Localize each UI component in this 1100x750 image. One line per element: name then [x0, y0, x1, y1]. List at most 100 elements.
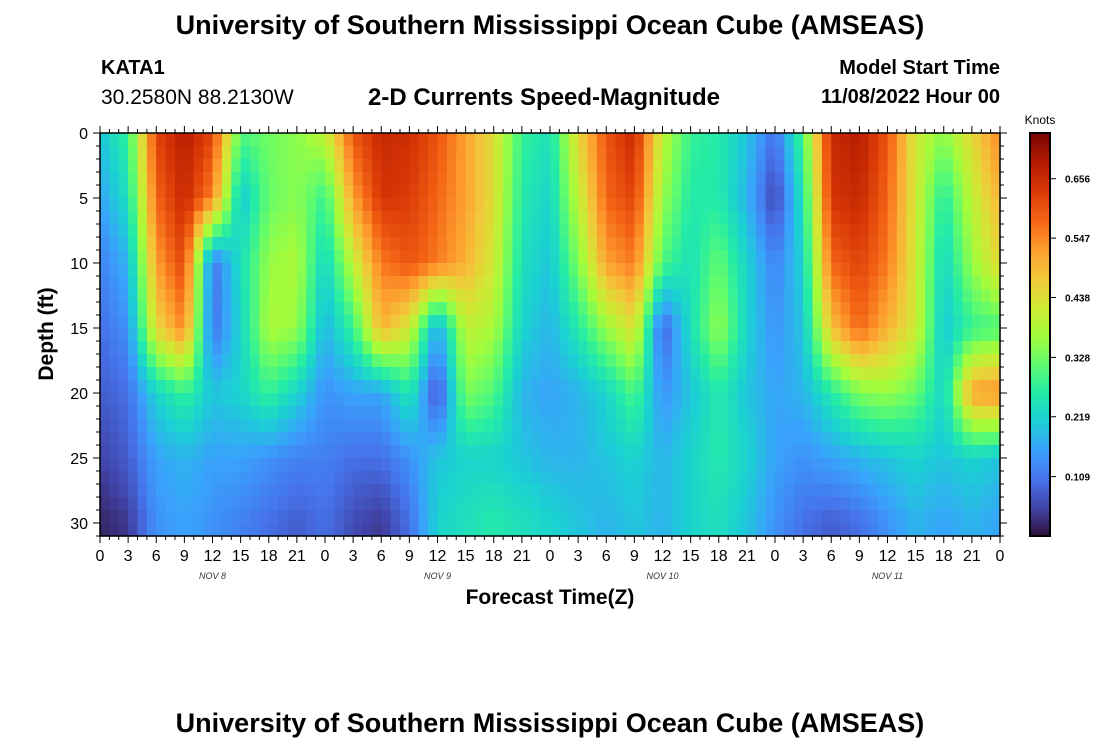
heatmap-cell: [887, 250, 898, 264]
heatmap-cell: [840, 445, 851, 459]
heatmap-cell: [315, 263, 326, 277]
heatmap-cell: [709, 172, 720, 186]
heatmap-cell: [390, 237, 401, 251]
heatmap-cell: [587, 484, 598, 498]
heatmap-cell: [953, 276, 964, 290]
x-axis-label: Forecast Time(Z): [466, 586, 635, 609]
heatmap-cell: [362, 510, 373, 524]
heatmap-cell: [175, 250, 185, 264]
heatmap-cell: [812, 432, 823, 446]
heatmap-cell: [662, 432, 673, 446]
heatmap-cell: [868, 523, 879, 537]
heatmap-cell: [690, 172, 701, 186]
heatmap-cell: [578, 458, 589, 472]
heatmap-cell: [850, 510, 860, 524]
heatmap-cell: [325, 523, 335, 537]
heatmap-cell: [456, 211, 467, 225]
heatmap-cell: [259, 302, 270, 316]
heatmap-cell: [559, 146, 570, 160]
heatmap-cell: [428, 484, 439, 498]
heatmap-cell: [681, 432, 692, 446]
heatmap-cell: [137, 393, 148, 407]
heatmap-cell: [100, 211, 110, 225]
heatmap-cell: [250, 224, 260, 238]
heatmap-cell: [221, 185, 232, 199]
heatmap-cell: [362, 276, 373, 290]
heatmap-cell: [559, 458, 570, 472]
heatmap-cell: [484, 146, 495, 160]
heatmap-cell: [503, 159, 514, 173]
heatmap-cell: [212, 341, 223, 355]
heatmap-cell: [662, 354, 673, 368]
heatmap-cell: [325, 133, 335, 147]
heatmap-cell: [615, 289, 626, 303]
heatmap-cell: [362, 471, 373, 485]
heatmap-cell: [981, 250, 992, 264]
heatmap-cell: [728, 445, 739, 459]
heatmap-cell: [484, 380, 495, 394]
heatmap-cell: [250, 159, 260, 173]
heatmap-cell: [268, 250, 279, 264]
heatmap-cell: [100, 510, 110, 524]
heatmap-cell: [859, 484, 870, 498]
heatmap-cell: [803, 393, 814, 407]
heatmap-cell: [475, 328, 485, 342]
heatmap-cell: [803, 328, 814, 342]
heatmap-cell: [503, 523, 514, 537]
heatmap-cell: [400, 159, 410, 173]
heatmap-cell: [165, 354, 176, 368]
heatmap-cell: [840, 172, 851, 186]
heatmap-cell: [559, 276, 570, 290]
heatmap-cell: [756, 393, 767, 407]
heatmap-cell: [990, 380, 1001, 394]
heatmap-cell: [184, 224, 195, 238]
heatmap-cell: [137, 250, 148, 264]
heatmap-cell: [596, 458, 607, 472]
heatmap-cell: [793, 237, 804, 251]
heatmap-cell: [615, 302, 626, 316]
heatmap-cell: [193, 159, 204, 173]
heatmap-cell: [118, 458, 129, 472]
heatmap-cell: [550, 211, 560, 225]
heatmap-cell: [146, 341, 157, 355]
heatmap-cell: [221, 211, 232, 225]
heatmap-cell: [971, 146, 982, 160]
heatmap-cell: [859, 471, 870, 485]
heatmap-cell: [803, 133, 814, 147]
heatmap-cell: [175, 302, 185, 316]
heatmap-cell: [118, 419, 129, 433]
heatmap-cell: [634, 198, 645, 212]
heatmap-cell: [850, 146, 860, 160]
heatmap-cell: [343, 354, 354, 368]
heatmap-cell: [146, 315, 157, 329]
heatmap-cell: [484, 224, 495, 238]
heatmap-cell: [390, 445, 401, 459]
heatmap-cell: [203, 211, 214, 225]
heatmap-cell: [878, 198, 889, 212]
heatmap-cell: [681, 380, 692, 394]
heatmap-cell: [643, 328, 654, 342]
heatmap-cell: [428, 224, 439, 238]
heatmap-cell: [334, 380, 345, 394]
heatmap-cell: [718, 172, 729, 186]
heatmap-cell: [418, 133, 429, 147]
heatmap-cell: [634, 185, 645, 199]
heatmap-cell: [896, 211, 907, 225]
heatmap-cell: [362, 497, 373, 511]
heatmap-cell: [400, 367, 410, 381]
heatmap-cell: [418, 471, 429, 485]
heatmap-cell: [268, 471, 279, 485]
heatmap-cell: [868, 276, 879, 290]
heatmap-cell: [118, 198, 129, 212]
heatmap-cell: [296, 185, 307, 199]
heatmap-cell: [643, 198, 654, 212]
heatmap-cell: [878, 354, 889, 368]
heatmap-cell: [296, 289, 307, 303]
heatmap-cell: [306, 497, 317, 511]
heatmap-cell: [690, 380, 701, 394]
heatmap-cell: [212, 354, 223, 368]
heatmap-cell: [231, 237, 242, 251]
heatmap-cell: [353, 471, 364, 485]
heatmap-cell: [531, 146, 542, 160]
heatmap-cell: [240, 380, 251, 394]
